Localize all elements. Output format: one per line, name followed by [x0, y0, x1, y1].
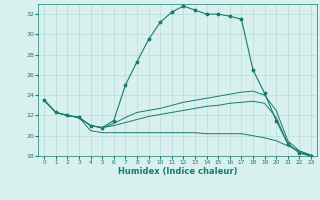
X-axis label: Humidex (Indice chaleur): Humidex (Indice chaleur): [118, 167, 237, 176]
